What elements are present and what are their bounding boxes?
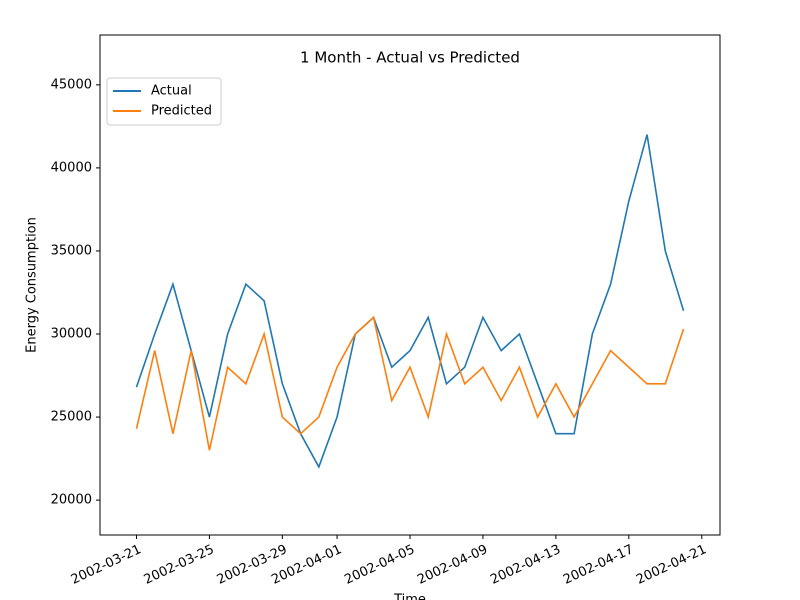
x-tick-label: 2002-04-21 <box>634 542 709 588</box>
y-tick-label: 30000 <box>51 327 92 342</box>
chart-title: 1 Month - Actual vs Predicted <box>300 49 520 67</box>
x-tick-label: 2002-04-17 <box>561 542 636 588</box>
y-tick-label: 25000 <box>51 410 92 425</box>
y-tick-label: 20000 <box>51 493 92 508</box>
x-tick-label: 2002-03-21 <box>69 542 144 588</box>
line-series <box>135 315 685 451</box>
legend-label: Actual <box>151 84 192 99</box>
x-tick-label: 2002-04-05 <box>342 542 417 588</box>
y-tick-label: 35000 <box>51 243 92 258</box>
x-tick-label: 2002-04-09 <box>415 542 490 588</box>
y-tick-label: 45000 <box>51 77 92 92</box>
y-axis-label: Energy Consumption <box>25 217 40 353</box>
legend-box <box>106 77 222 126</box>
line-series <box>135 134 685 469</box>
x-axis-label: Time <box>393 593 426 600</box>
y-tick-label: 40000 <box>51 160 92 175</box>
plot-frame <box>99 34 721 536</box>
x-tick-label: 2002-03-25 <box>142 542 217 588</box>
x-tick-label: 2002-04-13 <box>488 542 563 588</box>
legend-label: Predicted <box>151 104 212 119</box>
